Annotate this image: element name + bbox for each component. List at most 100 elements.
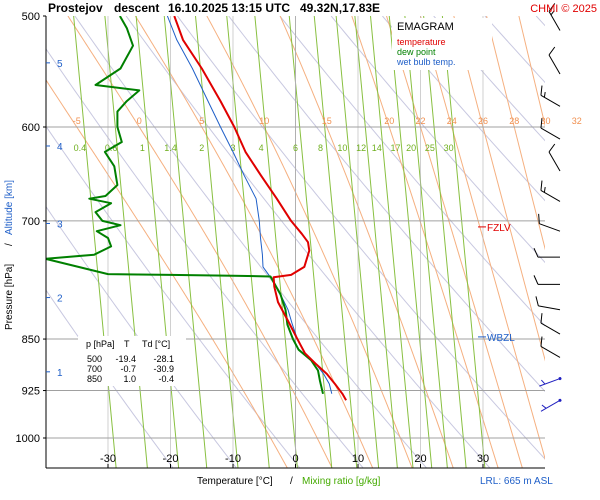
wind-barb-staff	[538, 305, 561, 311]
moist-adiabat-line	[279, 16, 454, 468]
values-table: p [hPa] T Td [°C] 500 -19.4 -28.1 700 -0…	[78, 336, 186, 386]
wind-barb-dot	[558, 377, 562, 381]
mixing-ratio-line	[163, 16, 208, 468]
x-axis-title: Temperature [°C] / Mixing ratio [g/kg]	[197, 476, 381, 487]
moist-adiabat-label: -5	[73, 116, 81, 126]
wind-barb	[548, 3, 561, 31]
pressure-tick-label: 500	[22, 11, 40, 23]
x-tick-label: 10	[352, 453, 364, 465]
table-cell-td: -28.1	[153, 354, 174, 364]
wind-barbs-layer	[533, 3, 562, 412]
x-axis-label: Temperature [°C]	[197, 476, 273, 487]
x-tick-label: 0	[292, 453, 298, 465]
wind-barb-staff	[548, 151, 561, 172]
dry-adiabat-line	[46, 125, 300, 468]
mixing-ratio-line	[73, 16, 117, 468]
y-axis-label-altitude: Altitude [km]	[4, 180, 15, 235]
y-axis-title: Pressure [hPa] / Altitude [km]	[4, 180, 15, 330]
wind-barb-half	[550, 10, 555, 16]
wind-barb-full	[538, 213, 540, 224]
wind-barb	[535, 296, 561, 311]
legend-dew-point: dew point	[397, 47, 436, 57]
moist-adiabat-label: 0	[137, 116, 142, 126]
wind-barb-full	[540, 85, 543, 96]
dry-adiabat-line	[176, 16, 545, 460]
pressure-tick-label: 700	[22, 216, 40, 228]
dry-adiabat-line	[125, 16, 491, 468]
wind-barb	[540, 180, 561, 202]
wind-barb-half	[543, 91, 546, 98]
x-axis-label-mixing-ratio: Mixing ratio [g/kg]	[302, 476, 381, 487]
mixing-ratio-line	[423, 16, 467, 468]
moist-adiabat-line	[583, 16, 600, 468]
mixing-ratio-line	[441, 16, 486, 468]
dry-adiabat-line	[46, 48, 364, 468]
wind-barb	[548, 143, 561, 172]
mixing-ratio-label: 4	[259, 143, 264, 153]
x-tick-label: 30	[477, 453, 489, 465]
moist-adiabat-line	[206, 16, 413, 468]
dry-adiabat-line	[535, 16, 545, 27]
header-datetime: 16.10.2025 13:15 UTC	[168, 1, 290, 15]
wind-barb-full	[533, 247, 539, 258]
wind-barb-full	[533, 275, 539, 285]
table-cell-p: 500	[87, 354, 102, 364]
wind-barb-dot	[558, 398, 562, 402]
legend: EMAGRAM temperature dew point wet bulb t…	[392, 18, 492, 70]
footer-lrl: LRL: 665 m ASL	[480, 476, 553, 487]
moist-adiabat-line	[551, 16, 600, 468]
mixing-ratio-label: 6	[293, 143, 298, 153]
moist-adiabat-line	[486, 16, 545, 251]
wind-barb-staff	[540, 127, 561, 140]
wind-barb-full	[548, 46, 556, 56]
altitude-tick-label: 4	[57, 142, 63, 153]
wind-barb	[533, 247, 560, 258]
moist-adiabat-label: 28	[509, 116, 519, 126]
wind-barb-staff	[540, 94, 561, 107]
table-cell-t: -19.4	[115, 354, 136, 364]
series-layer	[46, 16, 347, 401]
wind-barb	[540, 336, 561, 358]
wind-barb	[539, 377, 562, 387]
moist-adiabat-line	[453, 16, 545, 362]
moist-adiabat-line	[46, 79, 288, 468]
pressure-tick-label: 600	[22, 122, 40, 134]
mixing-ratio-label: 8	[318, 143, 323, 153]
x-axis-separator: /	[290, 476, 293, 487]
mixing-ratio-line	[388, 16, 433, 468]
moist-adiabat-label: 30	[540, 116, 550, 126]
wind-barb-full	[540, 180, 543, 191]
table-header-td: Td [°C]	[142, 339, 170, 349]
dry-adiabat-line	[330, 16, 545, 264]
moist-adiabat-line	[67, 16, 333, 468]
wind-barb	[533, 275, 560, 285]
wind-barb-staff	[540, 399, 561, 412]
moist-adiabat-label: 32	[572, 116, 582, 126]
dry-adiabat-line	[228, 16, 545, 393]
moist-adiabat-label: 20	[384, 116, 394, 126]
header-station: Prostejov	[48, 1, 103, 15]
mixing-ratio-label: 1.4	[164, 143, 177, 153]
moist-adiabat-label: 15	[322, 116, 332, 126]
header-coords: 49.32N,17.83E	[300, 1, 380, 15]
copyright: CHMI © 2025	[530, 3, 597, 15]
mixing-ratio-line	[135, 16, 180, 468]
table-cell-t: 1.0	[123, 374, 136, 384]
pressure-tick-label: 1000	[16, 433, 40, 445]
table-cell-p: 850	[87, 374, 102, 384]
level-label-fzlv: FZLV	[487, 223, 511, 234]
wind-barb-half	[543, 187, 546, 193]
wind-barb-full	[540, 336, 543, 347]
mixing-ratio-line	[370, 16, 414, 468]
header-mode: descent	[114, 1, 159, 15]
altitude-tick-label: 3	[57, 219, 63, 230]
temperature-profile-line	[173, 16, 347, 401]
moist-adiabat-label: 26	[478, 116, 488, 126]
y-axis-label: Pressure [hPa]	[4, 264, 15, 330]
wind-barb	[540, 118, 561, 140]
wind-barb	[540, 85, 561, 107]
mixing-ratio-line	[254, 16, 298, 468]
table-header-t: T	[124, 339, 130, 349]
wind-barb	[540, 313, 561, 335]
mixing-ratio-line	[354, 16, 398, 468]
